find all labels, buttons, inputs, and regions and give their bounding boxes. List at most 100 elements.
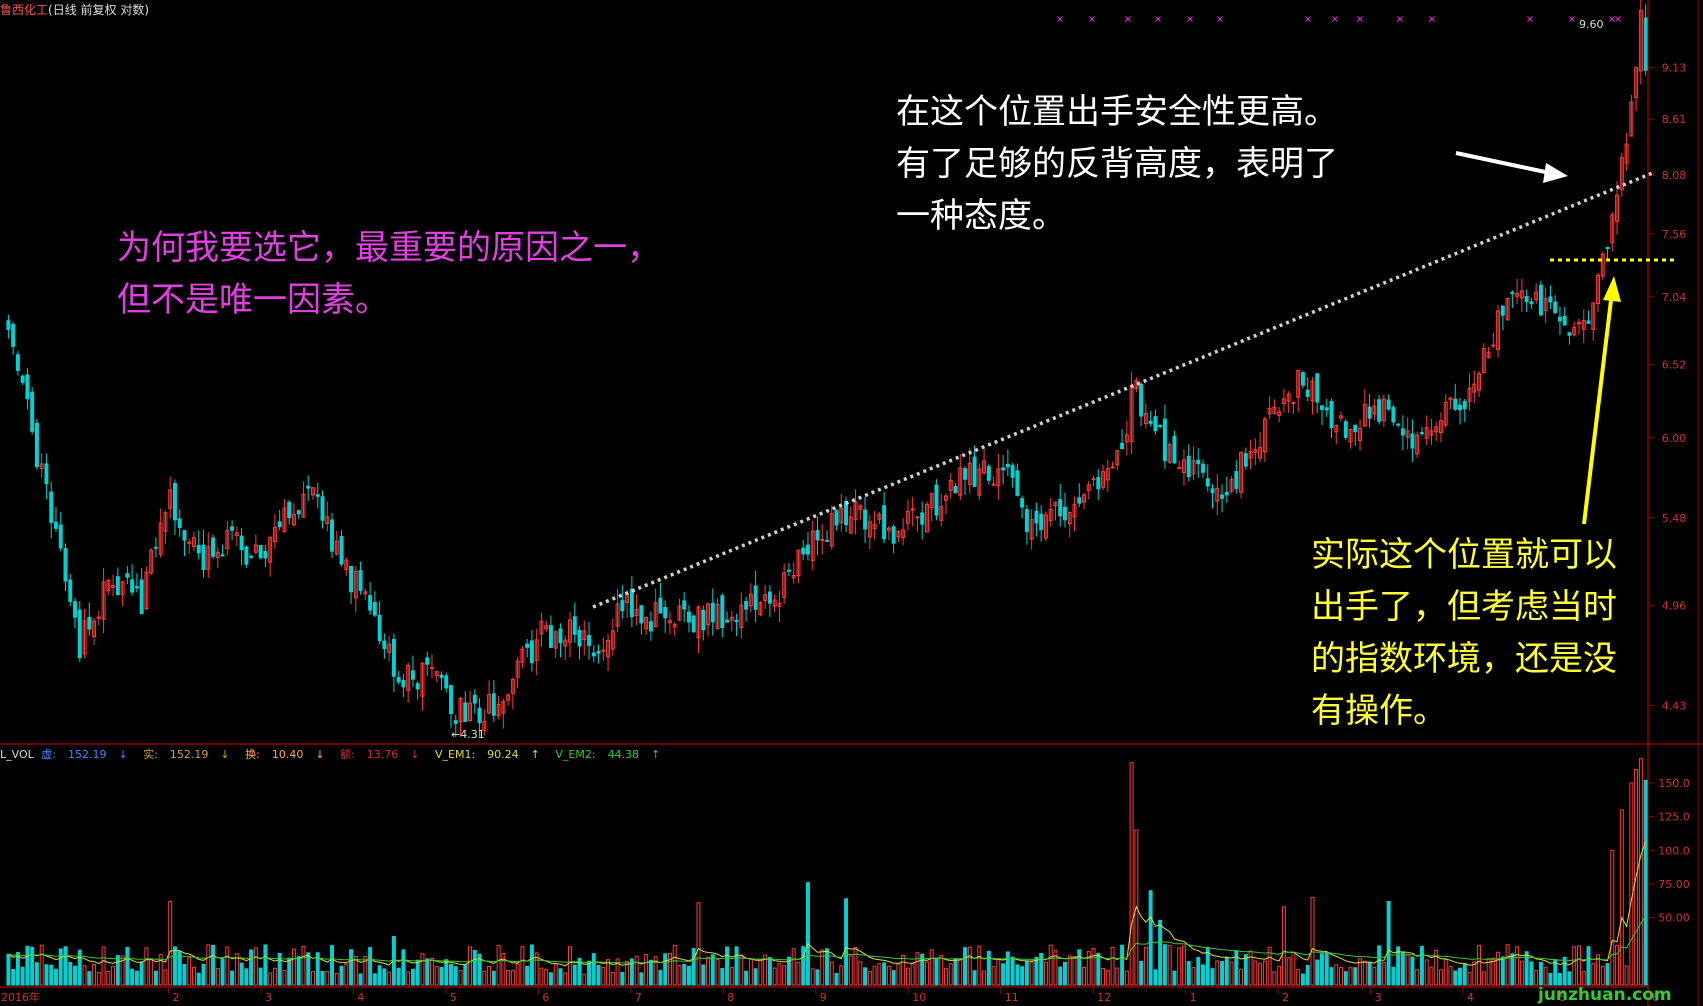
volume-bar: [1034, 956, 1039, 986]
volume-bar: [744, 970, 749, 986]
candle-body: [934, 484, 939, 516]
volume-bar: [558, 968, 563, 986]
volume-bar: [672, 945, 677, 986]
volume-bar: [1029, 961, 1034, 986]
candle-body: [1191, 460, 1196, 475]
volume-bar: [1224, 956, 1229, 986]
candle-body: [1005, 463, 1010, 468]
volume-bar: [691, 947, 696, 986]
volume-bar: [753, 968, 758, 986]
volume-ema1-line: [8, 841, 1647, 967]
candle-body: [1372, 405, 1377, 415]
volume-bar: [1367, 961, 1372, 986]
candle-body: [501, 700, 506, 714]
volume-bar: [1586, 946, 1591, 986]
candle-body: [1462, 400, 1467, 410]
volume-bar: [1372, 966, 1377, 986]
candle-body: [1400, 428, 1405, 436]
candle-body: [1243, 453, 1248, 467]
candle-body: [220, 554, 225, 557]
candle-body: [1020, 498, 1025, 508]
price-tick-label-1: 8.61: [1662, 113, 1687, 126]
candle-body: [905, 510, 910, 524]
candle-body: [972, 456, 977, 487]
volume-bar: [282, 969, 287, 986]
volume-item-0: 虚: 152.19 ↓: [41, 748, 128, 761]
volume-bar: [320, 970, 325, 986]
volume-bar: [1315, 959, 1320, 986]
candle-body: [1148, 420, 1153, 424]
candle-body: [896, 530, 901, 538]
candle-body: [306, 485, 311, 489]
candle-body: [1472, 383, 1477, 393]
volume-bar: [463, 964, 468, 986]
candle-body: [1458, 404, 1462, 411]
candle-body: [1596, 274, 1601, 305]
candle-body: [215, 551, 220, 559]
candle-body: [287, 501, 292, 519]
candle-body: [425, 657, 430, 665]
candle-body: [653, 602, 658, 627]
candle-body: [115, 576, 120, 596]
volume-bar: [415, 959, 420, 986]
volume-bar: [63, 946, 68, 986]
volume-bar: [610, 972, 615, 986]
volume-bar: [1591, 963, 1596, 986]
volume-bar: [1058, 966, 1063, 986]
candle-body: [1643, 17, 1648, 71]
candle-body: [1153, 416, 1158, 432]
candle-body: [1258, 447, 1263, 459]
candle-body: [496, 704, 501, 717]
volume-bar: [520, 946, 525, 986]
candle-body: [463, 702, 468, 722]
candle-body: [1272, 406, 1277, 415]
volume-bar: [972, 970, 977, 986]
volume-bar: [477, 953, 482, 986]
candle-body: [268, 536, 273, 563]
volume-bar: [905, 967, 910, 986]
candle-body: [515, 660, 520, 678]
candle-body: [1315, 373, 1320, 403]
candle-body: [525, 643, 530, 648]
candle-body: [520, 648, 525, 663]
stock-name: 鲁西化工: [0, 3, 49, 17]
volume-bar: [1205, 947, 1210, 986]
volume-bar: [582, 973, 587, 986]
volume-bar: [444, 959, 449, 986]
price-tick-label-8: 4.96: [1662, 600, 1687, 613]
volume-bar: [144, 947, 149, 986]
volume-bar: [1167, 944, 1172, 986]
candle-body: [858, 505, 863, 510]
candle-body: [1605, 246, 1610, 250]
candle-body: [1058, 498, 1063, 517]
time-tick-label-17: 6: [1652, 991, 1659, 1004]
candle-body: [396, 677, 401, 683]
candle-body: [1048, 508, 1053, 522]
candle-body: [382, 640, 387, 649]
candle-body: [706, 603, 710, 626]
candle-body: [558, 628, 563, 644]
volume-bar: [130, 968, 135, 986]
candle-body: [1296, 369, 1301, 398]
volume-bar: [996, 959, 1001, 986]
volume-bar: [496, 944, 501, 986]
volume-bar: [1181, 945, 1186, 986]
candle-body: [825, 539, 829, 542]
candle-body: [1534, 291, 1539, 301]
candle-body: [1405, 430, 1410, 438]
volume-bar: [658, 969, 663, 986]
volume-bar: [763, 954, 768, 986]
candle-body: [1415, 434, 1420, 455]
volume-bar: [629, 958, 634, 986]
candle-body: [77, 609, 82, 659]
candle-body: [453, 720, 458, 724]
candle-body: [639, 605, 644, 624]
volume-bar: [782, 965, 787, 986]
candle-body: [1039, 513, 1044, 531]
candle-body: [1543, 298, 1548, 312]
annotation-line: 有操作。: [1311, 691, 1447, 731]
candle-body: [829, 513, 834, 547]
candle-body: [1082, 494, 1086, 503]
signal-marker: ×: [1056, 14, 1064, 25]
candle-body: [777, 602, 782, 607]
